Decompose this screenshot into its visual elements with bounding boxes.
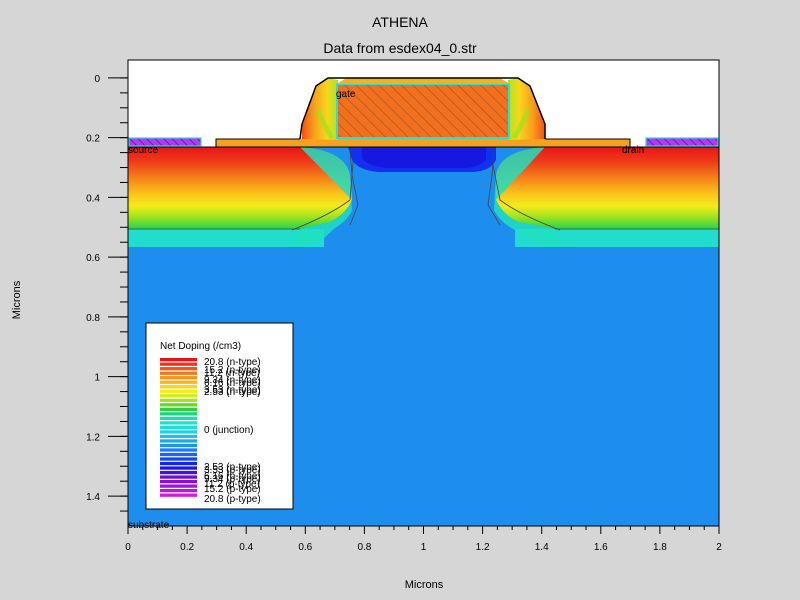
legend-label: 3.53 (n-type) — [204, 385, 261, 396]
x-tick-label: 0.2 — [180, 542, 194, 553]
legend-swatch — [160, 416, 197, 421]
legend-swatch — [160, 394, 197, 398]
y-axis-label: Microns — [11, 280, 23, 319]
gate-stack-outline — [299, 77, 546, 140]
y-tick-label: 1.4 — [86, 492, 100, 503]
legend-swatch — [160, 434, 197, 439]
legend-swatch — [160, 376, 197, 380]
x-tick-label: 1.8 — [653, 542, 667, 553]
legend-swatch — [160, 385, 197, 389]
legend-label: 9.34 (n-type) — [204, 375, 261, 386]
legend-swatch — [160, 493, 197, 497]
legend-swatch — [160, 362, 197, 366]
y-tick-label: 1.2 — [86, 432, 100, 443]
x-tick-label: 1.6 — [594, 542, 608, 553]
source-contact — [128, 137, 202, 147]
x-tick-label: 1.2 — [476, 542, 490, 553]
legend-label: 15.2 (n-type) — [204, 365, 261, 376]
source-label: source — [128, 145, 158, 156]
x-tick-label: 0.8 — [357, 542, 371, 553]
y-axis-ticks: 0 0.2 0.4 0.6 0.8 1 1.2 1.4 — [86, 74, 128, 512]
device-structure — [128, 77, 719, 526]
channel-implant — [348, 147, 501, 226]
legend-title: Net Doping (/cm3) — [160, 341, 241, 352]
legend-swatch — [160, 389, 197, 393]
legend-label: 11.2 (n-type) — [204, 368, 260, 379]
legend-swatch — [160, 479, 197, 484]
y-tick-label: 0.4 — [86, 193, 100, 204]
legend-label: 20.8 (p-type) — [204, 494, 261, 505]
legend-label: 3.53 (p-type) — [204, 465, 261, 476]
legend-swatch — [160, 412, 197, 416]
drain-label: drain — [622, 145, 644, 156]
drain-diffusion — [489, 147, 719, 247]
x-tick-label: 1.4 — [535, 542, 549, 553]
legend-label: 11.2 (p-type) — [204, 479, 260, 490]
legend-swatch — [160, 367, 197, 371]
legend-box — [145, 322, 294, 510]
y-tick-label: 0 — [94, 74, 100, 85]
legend-swatch — [160, 461, 197, 466]
legend-label: 6.16 (p-type) — [204, 471, 261, 482]
x-tick-label: 0.4 — [239, 542, 253, 553]
x-axis-ticks: 0 0.2 0.4 0.6 0.8 1 1.2 1.4 1.6 1.8 2 — [125, 526, 722, 553]
y-tick-label: 1 — [94, 373, 100, 384]
legend-label: 20.8 (n-type) — [204, 357, 261, 368]
legend-label: 9.34 (p-type) — [204, 474, 261, 485]
legend-swatch — [160, 475, 197, 479]
legend-swatch — [160, 488, 197, 493]
legend-swatch — [160, 452, 197, 457]
y-tick-label: 0.8 — [86, 313, 100, 324]
source-diffusion — [128, 147, 355, 247]
x-axis-label: Microns — [405, 579, 444, 591]
drain-contact — [645, 137, 719, 147]
legend-label: 0 (junction) — [204, 425, 253, 436]
legend-swatch — [160, 398, 197, 402]
gate-electrode — [336, 83, 510, 139]
legend-swatch — [160, 380, 197, 384]
gate-label: gate — [336, 89, 356, 100]
legend-swatch — [160, 466, 197, 470]
legend-swatch — [160, 371, 197, 375]
legend-swatch — [160, 358, 197, 362]
chart-subtitle: Data from esdex04_0.str — [323, 40, 477, 56]
legend-label: 2.53 (n-type) — [204, 387, 261, 398]
legend-swatch — [160, 421, 197, 425]
legend-swatch — [160, 448, 197, 452]
thin-oxide — [216, 139, 630, 147]
y-tick-label: 0.6 — [86, 253, 100, 264]
legend: Net Doping (/cm3) 20.8 (n-type)15.2 (n-t… — [145, 322, 294, 510]
x-tick-label: 1 — [421, 542, 427, 553]
right-spacer — [508, 78, 545, 140]
legend-swatch — [160, 407, 197, 411]
legend-swatch — [160, 470, 197, 475]
legend-swatch — [160, 457, 197, 461]
legend-swatch — [160, 403, 197, 407]
legend-label: 2.53 (p-type) — [204, 462, 261, 473]
x-tick-label: 0 — [125, 542, 131, 553]
legend-labels: 20.8 (n-type)15.2 (n-type)11.2 (n-type)9… — [204, 357, 261, 505]
legend-swatch — [160, 439, 197, 443]
y-tick-label: 0.2 — [86, 134, 100, 145]
legend-label: 15.2 (p-type) — [204, 484, 261, 495]
legend-swatch — [160, 425, 197, 430]
legend-label: 6.16 (n-type) — [204, 378, 261, 389]
chart-title: ATHENA — [372, 14, 428, 30]
substrate-label: substrate — [128, 520, 170, 531]
x-tick-label: 2 — [716, 542, 722, 553]
legend-swatches — [160, 358, 197, 497]
legend-swatch — [160, 443, 197, 448]
x-tick-label: 0.6 — [298, 542, 312, 553]
legend-swatch — [160, 484, 197, 488]
legend-swatch — [160, 430, 197, 434]
left-spacer — [302, 78, 338, 140]
